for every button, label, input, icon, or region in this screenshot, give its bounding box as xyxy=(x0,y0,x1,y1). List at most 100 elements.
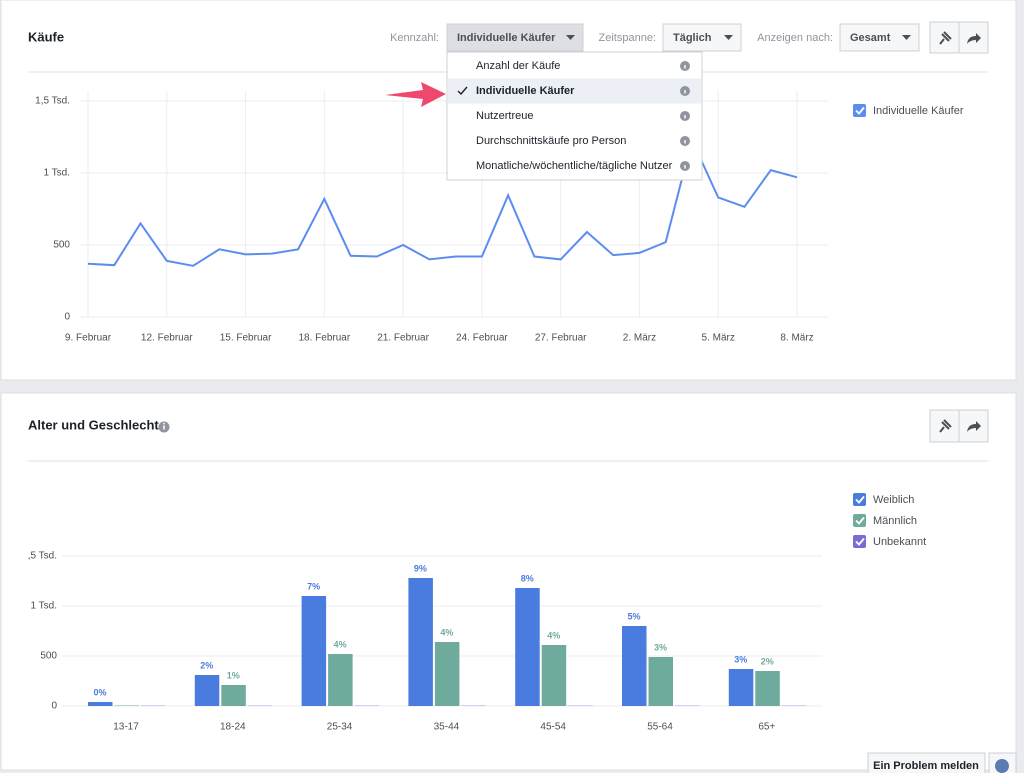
x-tick-label: 15. Februar xyxy=(220,333,272,344)
checkbox xyxy=(853,535,866,548)
legend-checkbox[interactable] xyxy=(853,535,866,548)
bar xyxy=(114,705,139,706)
check xyxy=(855,495,865,504)
bar xyxy=(515,588,540,706)
menu-highlight xyxy=(448,78,701,104)
caret xyxy=(724,35,733,40)
checkbox xyxy=(853,104,866,117)
x-tick-label: 9. Februar xyxy=(65,333,112,344)
legend-checkbox[interactable] xyxy=(853,104,866,117)
bar-label: 9% xyxy=(414,563,427,573)
report-button[interactable]: Ein Problem melden xyxy=(867,752,986,773)
button-label: Täglich xyxy=(673,32,712,44)
x-tick-label: 65+ xyxy=(758,722,775,733)
bar xyxy=(648,657,673,706)
x-tick-label: 8. März xyxy=(780,333,813,344)
pin-button[interactable] xyxy=(929,21,960,54)
bar-label: 4% xyxy=(334,639,347,649)
x-tick-label: 27. Februar xyxy=(535,333,587,344)
x-tick-label: 45-54 xyxy=(540,722,566,733)
y-tick-label: 0 xyxy=(51,701,57,712)
bar xyxy=(408,578,433,706)
bar xyxy=(541,645,567,706)
x-tick-label: 12. Februar xyxy=(141,333,193,344)
info-glyph xyxy=(684,140,686,144)
legend-label: Weiblich xyxy=(873,494,914,506)
checkbox xyxy=(853,493,866,506)
bar-label: 4% xyxy=(440,627,453,637)
dropdown-button[interactable]: Individuelle Käufer xyxy=(446,23,584,52)
menu-item-label: Nutzertreue xyxy=(476,110,533,122)
x-tick-label: 18-24 xyxy=(220,722,246,733)
y-tick-label: 500 xyxy=(53,240,70,251)
legend-label: Unbekannt xyxy=(873,536,926,548)
y-tick-label: 1 Tsd. xyxy=(44,168,71,179)
check xyxy=(855,537,865,546)
button-bg xyxy=(446,23,584,52)
bar-label: 4% xyxy=(547,630,560,640)
bar-label: 3% xyxy=(734,654,747,664)
legend-checkbox[interactable] xyxy=(853,493,866,506)
info-glyph xyxy=(684,165,686,169)
bar xyxy=(434,642,460,706)
button-label: Ein Problem melden xyxy=(873,760,979,772)
dropdown-button[interactable]: Täglich xyxy=(662,23,742,52)
menu-item[interactable]: Monatliche/wöchentliche/tägliche Nutzer xyxy=(476,160,690,172)
caret xyxy=(902,35,911,40)
y-tick-label: 1,5 Tsd. xyxy=(35,96,70,107)
panel-title: Käufe xyxy=(28,29,64,44)
info-icon[interactable] xyxy=(158,421,170,433)
bar-label: 8% xyxy=(521,573,534,583)
x-tick-label: 25-34 xyxy=(327,722,353,733)
charts: 0 500 1 Tsd. 1,5 Tsd. 9. Februar 12. Februar 1… xyxy=(28,91,964,733)
bar-label: 2% xyxy=(200,660,213,670)
bar xyxy=(301,596,327,706)
menu-item[interactable]: Nutzertreue xyxy=(476,110,690,122)
legend-checkbox[interactable] xyxy=(853,514,866,527)
share-button[interactable] xyxy=(958,21,989,54)
info-glyph xyxy=(684,90,686,94)
menu-item[interactable]: Durchschnittskäufe pro Person xyxy=(476,135,690,147)
bar xyxy=(221,685,246,706)
x-tick-label: 5. März xyxy=(702,333,735,344)
demographics-panel xyxy=(0,392,1017,771)
panel-title: Alter und Geschlecht xyxy=(28,417,159,432)
caret xyxy=(566,35,575,40)
dropdown-button[interactable]: Gesamt xyxy=(839,23,920,52)
bar-label: 3% xyxy=(654,642,667,652)
x-tick-label: 13-17 xyxy=(113,722,139,733)
data-line xyxy=(87,136,798,267)
x-tick-label: 21. Februar xyxy=(377,333,429,344)
controls: Kennzahl: Individuelle Käufer Zeitspanne: T… xyxy=(385,23,920,181)
menu-item[interactable]: Individuelle Käufer xyxy=(448,78,701,104)
bar xyxy=(328,654,353,706)
control-label: Anzeigen nach: xyxy=(757,32,833,44)
y-tick-label: ,5 Tsd. xyxy=(28,551,57,562)
globe-button[interactable] xyxy=(988,752,1017,773)
menu-item[interactable]: Anzahl der Käufe xyxy=(476,60,690,72)
bar xyxy=(728,669,754,706)
bar xyxy=(88,702,113,706)
menu xyxy=(446,51,703,181)
bar xyxy=(622,626,647,706)
pointer-arrow xyxy=(385,82,446,107)
check xyxy=(855,106,865,115)
pin-button[interactable] xyxy=(929,409,960,443)
control-label: Kennzahl: xyxy=(390,32,439,44)
info-glyph xyxy=(684,65,686,69)
y-tick-label: 1 Tsd. xyxy=(31,601,58,612)
bar-label: 0% xyxy=(93,687,106,697)
x-tick-label: 18. Februar xyxy=(298,333,350,344)
bar xyxy=(194,675,220,706)
legend-label: Individuelle Käufer xyxy=(873,105,964,117)
x-tick-label: 35-44 xyxy=(434,722,460,733)
control-label: Zeitspanne: xyxy=(599,32,656,44)
bar-label: 2% xyxy=(761,656,774,666)
menu-item-label: Individuelle Käufer xyxy=(476,85,575,97)
menu-item-label: Anzahl der Käufe xyxy=(476,60,560,72)
bar-label: 5% xyxy=(627,611,640,621)
share-button[interactable] xyxy=(958,409,989,443)
check xyxy=(855,516,865,525)
bar-label: 1% xyxy=(227,670,240,680)
